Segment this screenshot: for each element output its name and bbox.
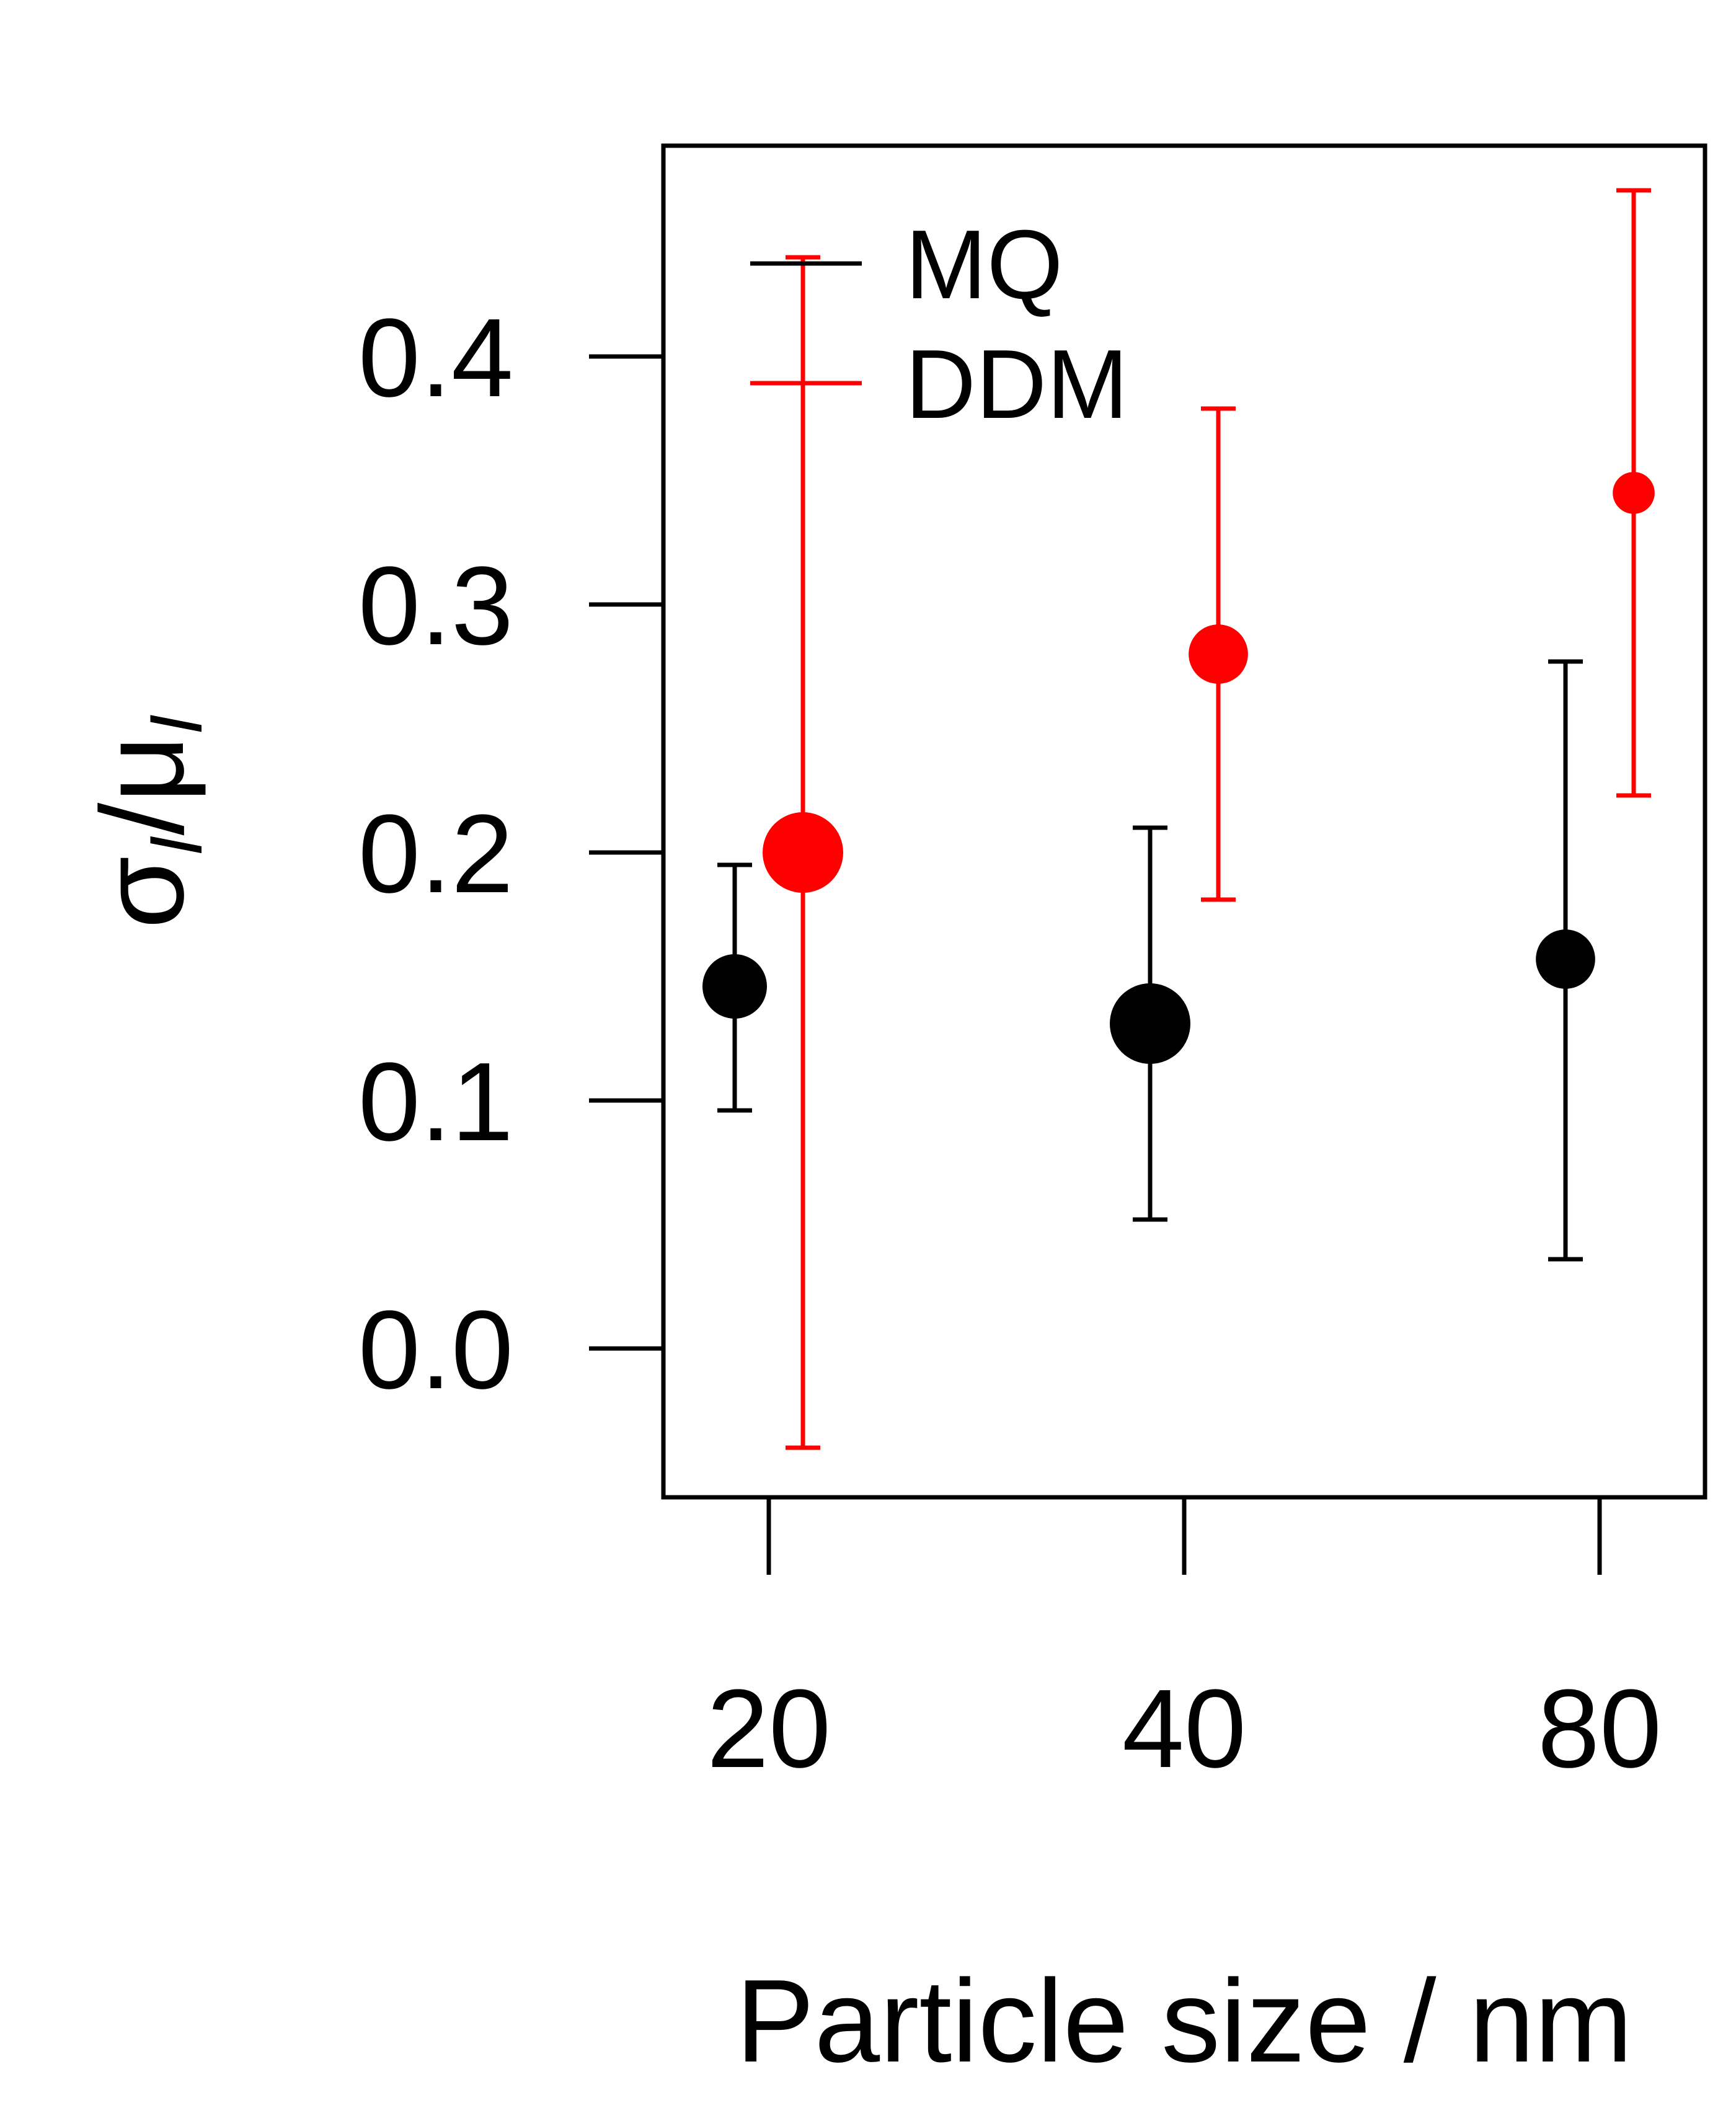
data-point [1189, 624, 1248, 684]
y-tick-label: 0.0 [358, 1288, 513, 1412]
data-point [702, 954, 767, 1019]
legend-label-mq: MQ [905, 210, 1063, 319]
data-point [763, 812, 843, 893]
legend: MQ DDM [750, 210, 1128, 439]
series-ddm [763, 188, 1655, 1450]
y-axis-title-sub2: I [135, 714, 218, 735]
y-axis-title-sub1: I [135, 836, 218, 856]
y-tick-label: 0.1 [358, 1040, 513, 1164]
y-tick-label: 0.2 [358, 792, 513, 916]
y-axis-title-mu: μ [77, 735, 208, 802]
y-axis-title-sigma: σ [77, 856, 208, 929]
x-tick-label: 20 [707, 1667, 831, 1791]
y-axis-title-slash: / [77, 803, 208, 836]
y-tick-label: 0.4 [358, 296, 513, 420]
x-axis: 20 40 80 [707, 1497, 1662, 1791]
svg-text:σI/μI: σI/μI [77, 714, 218, 929]
data-point [1536, 929, 1595, 989]
data-point [1613, 472, 1655, 514]
y-axis: 0.0 0.1 0.2 0.3 0.4 [358, 296, 663, 1412]
x-tick-label: 40 [1122, 1667, 1246, 1791]
x-axis-title: Particle size / nm [736, 1955, 1633, 2087]
y-axis-title: σI/μI [77, 714, 218, 929]
y-tick-label: 0.3 [358, 544, 513, 668]
data-point [1110, 983, 1190, 1064]
legend-label-ddm: DDM [905, 330, 1128, 439]
x-tick-label: 80 [1538, 1667, 1662, 1791]
series-mq [702, 659, 1595, 1262]
data-series [702, 188, 1655, 1450]
